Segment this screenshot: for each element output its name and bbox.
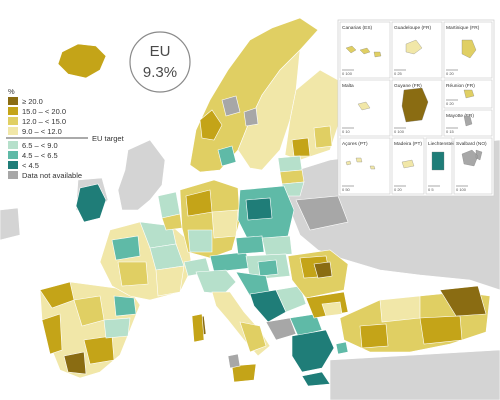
legend-swatch (8, 107, 18, 115)
legend-label: 12.0 – < 15.0 (22, 117, 66, 126)
inset-shape (401, 159, 415, 169)
inset-scale: 0 50 (342, 187, 351, 192)
eu-target-label: EU target (92, 134, 125, 143)
inset-box: Guadeloupe (FR) 0 25 (391, 21, 443, 79)
region-romania-bulgaria (287, 249, 349, 319)
inset-name: Açores (PT) (342, 141, 368, 147)
legend-swatch (8, 97, 18, 105)
inset-box: Malta 0 10 (339, 79, 391, 137)
inset-box: Réunion (FR) 0 20 (443, 79, 493, 109)
legend-label: 9.0 – < 12.0 (22, 127, 62, 136)
inset-shape (463, 115, 473, 127)
inset-name: Canarias (ES) (342, 25, 373, 31)
region-ireland (75, 183, 107, 223)
inset-scale: 0 20 (394, 187, 403, 192)
inset-scale: 0 20 (446, 71, 455, 76)
inset-shape (345, 45, 382, 58)
inset-name: Madeira (PT) (394, 141, 422, 147)
inset-shape (345, 157, 376, 170)
region-central-east (235, 185, 295, 281)
legend-label: < 4.5 (22, 161, 39, 170)
inset-panel: Canarias (ES) 0 100 Guadeloupe (FR) 0 25 Mar… (337, 19, 495, 197)
inset-shape (431, 151, 445, 171)
inset-scale: 0 25 (394, 71, 403, 76)
inset-scale: 0 20 (446, 101, 455, 106)
legend-label: Data not available (22, 171, 82, 180)
legend-item: 12.0 – < 15.0 (8, 117, 66, 126)
region-iceland (57, 43, 107, 79)
legend-item: 6.5 – < 9.0 (8, 141, 58, 150)
eu-badge-label: EU (150, 43, 171, 60)
inset-shape (401, 87, 429, 123)
region-france (99, 221, 207, 337)
region-scandinavia (189, 17, 341, 173)
eu-average-badge: EU 9.3% (129, 31, 191, 93)
legend-swatch (8, 127, 18, 135)
region-alps (183, 251, 251, 277)
legend-swatch (8, 117, 18, 125)
legend: % ≥ 20.015.0 – < 20.012.0 – < 15.09.0 – … (6, 87, 125, 180)
inset-box: Madeira (PT) 0 20 (391, 137, 425, 195)
legend-swatch (8, 161, 18, 169)
inset-box: Canarias (ES) 0 100 (339, 21, 391, 79)
legend-label: 6.5 – < 9.0 (22, 141, 58, 150)
inset-name: Guyane (FR) (394, 83, 422, 89)
inset-name: Liechtenstein (428, 141, 457, 147)
region-not-available (227, 107, 349, 369)
eu-badge-value: 9.3% (143, 64, 177, 81)
inset-scale: 0 5 (428, 187, 434, 192)
legend-item: 9.0 – < 12.0 (8, 127, 62, 136)
inset-shape (461, 149, 483, 167)
inset-scale: 0 10 (342, 129, 351, 134)
legend-label: ≥ 20.0 (22, 97, 43, 106)
eu-target-marker: EU target (6, 134, 125, 143)
inset-name: Svalbard (NO) (456, 141, 487, 147)
legend-swatch (8, 151, 18, 159)
inset-shape (405, 39, 423, 55)
legend-item: 4.5 – < 6.5 (8, 151, 58, 160)
inset-box: Svalbard (NO) 0 100 (453, 137, 493, 195)
region-balkans (235, 271, 323, 341)
inset-scale: 0 100 (394, 129, 405, 134)
inset-shape (357, 101, 371, 111)
legend-item: 15.0 – < 20.0 (8, 107, 66, 116)
inset-name: Mayotte (FR) (446, 113, 474, 119)
inset-name: Guadeloupe (FR) (394, 25, 431, 31)
inset-box: Mayotte (FR) 0 15 (443, 109, 493, 137)
legend-item: < 4.5 (8, 161, 39, 170)
inset-scale: 0 100 (342, 71, 353, 76)
inset-box: Martinique (FR) 0 20 (443, 21, 493, 79)
inset-box: Liechtenstein 0 5 (425, 137, 457, 195)
inset-scale: 0 100 (456, 187, 467, 192)
inset-scale: 0 15 (446, 129, 455, 134)
region-turkey (339, 285, 491, 353)
inset-box: Guyane (FR) 0 100 (391, 79, 443, 137)
inset-name: Réunion (FR) (446, 83, 475, 89)
region-central-west (157, 179, 241, 259)
legend-label: 15.0 – < 20.0 (22, 107, 66, 116)
region-italy (191, 269, 271, 383)
legend-item: ≥ 20.0 (8, 97, 43, 106)
inset-shape (461, 39, 477, 59)
region-baltics (277, 155, 305, 197)
region-greece (291, 329, 349, 387)
legend-item: Data not available (8, 171, 82, 180)
inset-shape (463, 89, 475, 99)
legend-swatch (8, 171, 18, 179)
inset-box: Açores (PT) 0 50 (339, 137, 391, 195)
legend-swatch (8, 141, 18, 149)
inset-name: Martinique (FR) (446, 25, 480, 31)
legend-label: 4.5 – < 6.5 (22, 151, 58, 160)
region-iberia (39, 281, 141, 379)
inset-name: Malta (342, 83, 354, 89)
legend-unit: % (8, 87, 15, 96)
